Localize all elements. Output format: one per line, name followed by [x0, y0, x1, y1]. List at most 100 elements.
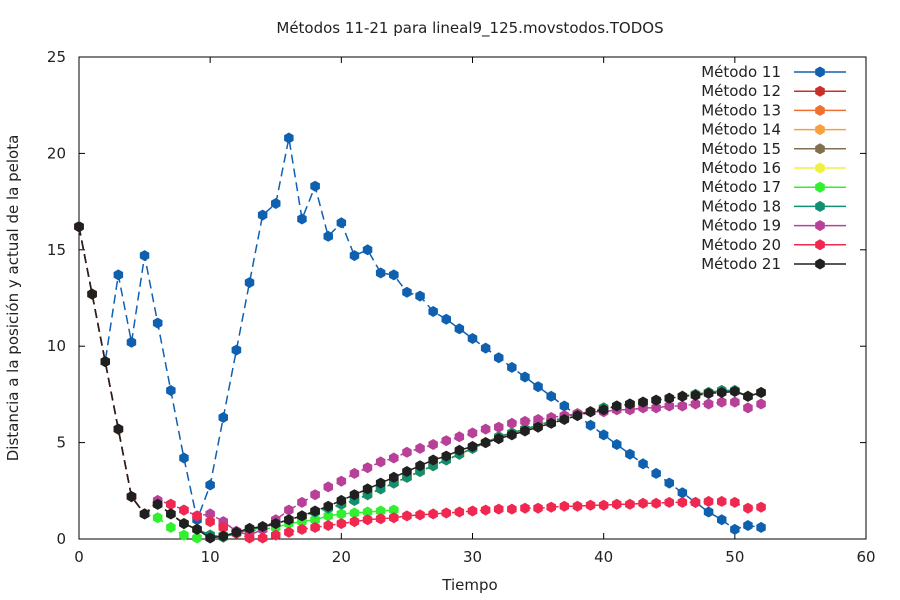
legend-label: Método 17 [701, 178, 781, 196]
data-point [743, 390, 753, 402]
y-tick-label: 20 [47, 144, 66, 162]
data-point [743, 402, 753, 414]
data-point [389, 452, 399, 464]
data-point [192, 523, 202, 535]
data-point [480, 423, 491, 435]
data-point [730, 386, 740, 397]
data-point [284, 526, 294, 538]
data-point [402, 286, 412, 298]
series-line [78, 226, 762, 538]
data-point [612, 439, 622, 450]
legend-swatch-marker [815, 66, 825, 78]
data-point [152, 317, 163, 329]
data-point [717, 387, 727, 398]
data-point [271, 198, 281, 209]
legend-label: Método 11 [701, 63, 781, 81]
data-point [205, 516, 215, 528]
data-point [257, 209, 268, 221]
legend-swatch-marker [815, 85, 825, 97]
data-point [598, 499, 609, 511]
legend-swatch-marker [815, 104, 825, 116]
data-point [651, 402, 661, 414]
y-tick-label: 15 [47, 241, 66, 259]
series-19 [74, 221, 766, 541]
data-point [271, 529, 281, 541]
data-point [612, 400, 622, 412]
data-point [507, 417, 517, 429]
data-point [415, 509, 425, 521]
data-point [612, 498, 622, 510]
data-point [166, 498, 176, 510]
data-point [533, 502, 543, 514]
data-point [533, 421, 543, 433]
data-point [703, 506, 714, 518]
data-point [257, 532, 268, 544]
data-point [271, 518, 281, 530]
x-tick-label: 10 [201, 548, 220, 566]
data-point [310, 180, 320, 192]
series-line [78, 226, 762, 538]
data-point [166, 521, 176, 533]
series-line [78, 226, 762, 538]
data-point [677, 487, 688, 499]
legend-label: Método 13 [701, 101, 781, 119]
data-point [717, 396, 727, 408]
data-point [533, 414, 543, 425]
data-point [336, 508, 347, 520]
data-point [152, 512, 163, 524]
data-point [428, 454, 438, 466]
data-point [441, 507, 451, 519]
data-point [179, 452, 189, 464]
series-13 [74, 221, 766, 543]
data-point [323, 481, 333, 493]
data-point [389, 504, 399, 516]
x-tick-label: 50 [725, 548, 744, 566]
data-point [677, 400, 688, 412]
legend-label: Método 18 [701, 197, 781, 215]
data-point [546, 390, 556, 402]
data-point [375, 505, 386, 517]
data-point [598, 429, 609, 441]
data-point [100, 356, 110, 368]
data-point [113, 423, 124, 435]
data-point [467, 505, 478, 517]
series-line [78, 226, 762, 538]
data-point [690, 398, 701, 410]
data-point [520, 425, 530, 437]
data-point [756, 501, 766, 513]
data-point [257, 521, 268, 532]
data-point [284, 514, 294, 526]
data-point [467, 441, 478, 452]
data-point [454, 323, 465, 335]
data-point [362, 462, 373, 474]
data-point [402, 446, 412, 458]
y-tick-label: 25 [47, 48, 66, 66]
x-tick-label: 60 [856, 548, 875, 566]
data-point [480, 504, 491, 516]
data-point [179, 504, 189, 516]
series-layer [74, 132, 766, 544]
y-tick-label: 10 [47, 337, 66, 355]
x-tick-label: 0 [74, 548, 84, 566]
data-point [113, 269, 124, 281]
data-point [428, 508, 438, 520]
data-point [126, 336, 137, 348]
data-point [743, 520, 753, 531]
data-point [480, 342, 491, 354]
data-point [730, 496, 740, 508]
data-point [349, 467, 360, 479]
series-21 [74, 221, 766, 544]
data-point [480, 437, 491, 449]
data-point [625, 398, 635, 410]
x-tick-label: 20 [332, 548, 351, 566]
data-point [336, 494, 347, 506]
data-point [703, 387, 714, 399]
data-point [415, 290, 425, 302]
y-axis-label: Distancia a la posición y actual de la p… [4, 135, 22, 462]
data-point [585, 499, 596, 511]
data-point [310, 521, 320, 533]
data-point [441, 450, 451, 462]
data-point [336, 217, 347, 229]
data-point [585, 419, 596, 431]
